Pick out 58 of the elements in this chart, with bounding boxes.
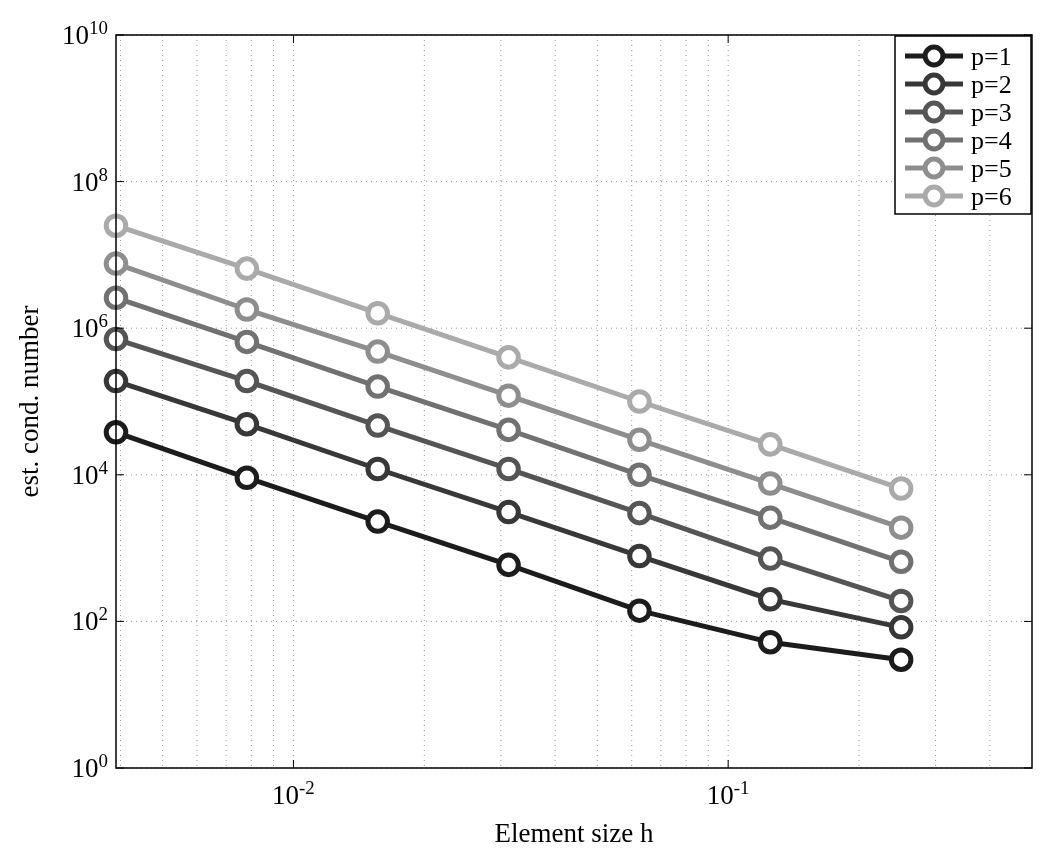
point [103, 368, 129, 394]
y-tick-label: 10$^{8}$ [71, 163, 108, 197]
point [234, 297, 260, 322]
legend-label: p=1 [971, 42, 1012, 71]
point [234, 411, 260, 437]
point [758, 629, 783, 655]
point [365, 374, 390, 399]
point [496, 552, 521, 578]
legend-label: p=5 [971, 154, 1012, 183]
point [496, 417, 521, 443]
point [496, 383, 521, 408]
point [758, 546, 783, 571]
point [888, 588, 914, 614]
point [365, 456, 390, 482]
point [627, 543, 652, 569]
point [888, 615, 914, 640]
y-tick-label: 10$^{10}$ [62, 16, 108, 50]
legend-label: p=3 [971, 98, 1012, 127]
legend-label: p=2 [971, 70, 1012, 99]
point [758, 505, 783, 530]
y-tick-label: 10$^{2}$ [71, 602, 108, 637]
point [103, 326, 129, 352]
y-axis-title: est. cond. number [14, 305, 44, 498]
point [758, 587, 783, 612]
y-tick-label: 10$^{0}$ [71, 749, 108, 783]
point [627, 598, 652, 623]
point [365, 509, 390, 534]
point [365, 300, 390, 326]
point [888, 515, 914, 540]
point [103, 213, 129, 238]
point [234, 256, 260, 281]
x-axis-title: Element size h [494, 818, 654, 848]
point [103, 251, 129, 276]
point [627, 427, 652, 453]
point [234, 465, 260, 491]
x-tick-label: 10$^{-1}$ [706, 776, 750, 810]
point [496, 456, 521, 482]
point [103, 420, 129, 445]
point [888, 549, 914, 575]
point [758, 471, 783, 496]
point [758, 432, 783, 457]
y-tick-label: 10$^{6}$ [71, 309, 108, 344]
x-tick-label: 10$^{-2}$ [272, 776, 315, 810]
point [627, 389, 652, 414]
y-tick-label: 10$^{4}$ [71, 456, 109, 490]
point [627, 462, 652, 488]
point [365, 413, 390, 438]
point [103, 285, 129, 311]
legend-label: p=4 [971, 126, 1012, 155]
legend-label: p=6 [971, 182, 1012, 211]
point [627, 500, 652, 526]
point [496, 345, 521, 370]
point [365, 339, 390, 364]
point [496, 499, 521, 525]
point [234, 329, 260, 355]
point [888, 647, 914, 672]
point [888, 476, 914, 501]
point [234, 368, 260, 394]
